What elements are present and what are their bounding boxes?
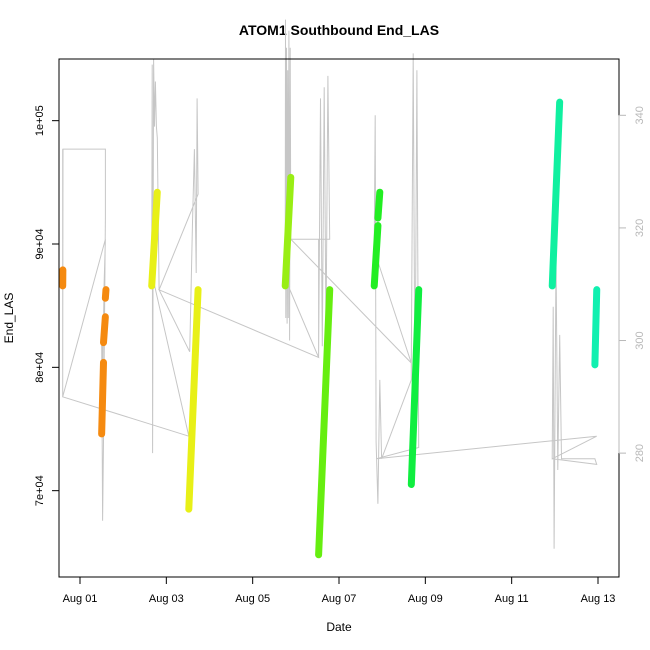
x-tick-label: Aug 13	[581, 593, 616, 605]
plot-frame	[58, 58, 620, 578]
x-tick-label: Aug 05	[235, 593, 270, 605]
primary-series-6-segment-1	[407, 286, 423, 488]
x-tick-label: Aug 01	[63, 593, 98, 605]
primary-series-5-segment-2	[374, 188, 384, 222]
x-tick-label: Aug 11	[495, 593, 529, 605]
primary-series-layer	[59, 98, 601, 559]
x-tick-label: Aug 07	[322, 593, 357, 605]
x-axis: Aug 01 Aug 03 Aug 05 Aug 07 Aug 09 Aug 11 Aug …	[63, 576, 616, 605]
primary-series-2-segment-1	[148, 188, 161, 290]
primary-series-8-segment-1	[591, 286, 601, 369]
x-tick-label: Aug 03	[149, 593, 184, 605]
y-tick-label: 7e+04	[34, 475, 46, 506]
x-tick-label: Aug 09	[408, 593, 443, 605]
secondary-series-layer	[62, 19, 598, 549]
x-axis-label: Date	[326, 620, 352, 634]
primary-series-1-segment-3	[100, 313, 109, 347]
primary-series-3-segment-1	[281, 173, 295, 290]
primary-series-1-segment-4	[101, 286, 110, 302]
primary-series-4-segment-1	[315, 286, 334, 559]
secondary-series-line	[62, 19, 598, 549]
right-y-tick-label: 320	[634, 219, 646, 237]
primary-series-1-segment-2	[98, 358, 108, 438]
y-tick-label: 8e+04	[34, 352, 46, 383]
y-axis: 7e+04 8e+04 9e+04 1e+05	[34, 105, 60, 506]
right-y-tick-label: 280	[634, 444, 646, 462]
y-tick-label: 9e+04	[34, 229, 46, 260]
primary-series-2-segment-2	[185, 286, 202, 513]
y-tick-label: 1e+05	[34, 105, 46, 136]
chart-title: ATOM1 Southbound End_LAS	[239, 22, 439, 38]
primary-series-7-segment-1	[548, 98, 564, 290]
y-axis-label: End_LAS	[2, 293, 16, 344]
right-y-tick-label: 300	[634, 331, 646, 349]
primary-series-5-segment-1	[370, 222, 382, 290]
right-y-axis: 280 300 320 340	[618, 106, 646, 462]
right-y-tick-label: 340	[634, 106, 646, 124]
